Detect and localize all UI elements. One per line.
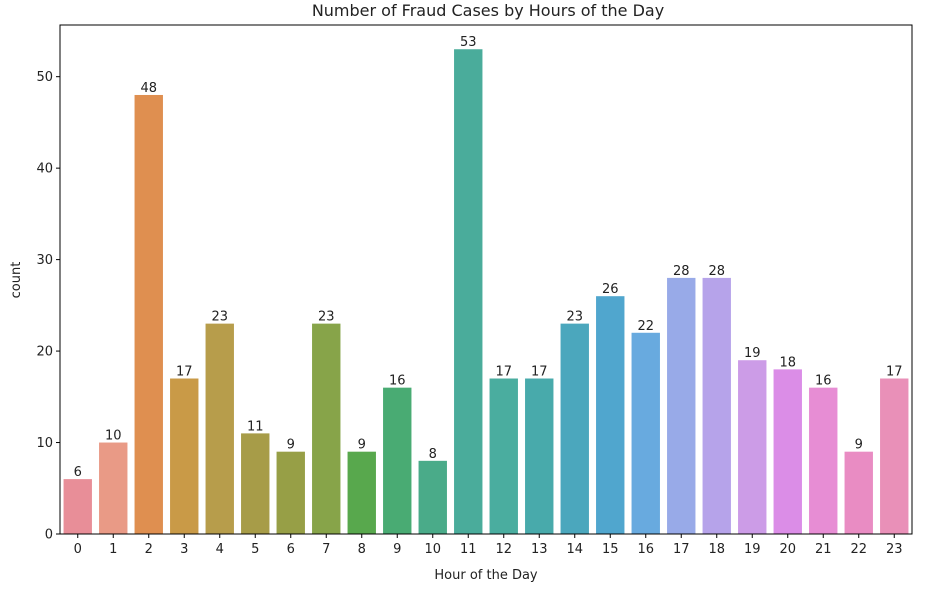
x-tick-label: 14: [566, 542, 583, 557]
bar-value-label: 48: [140, 81, 157, 96]
bar-hour-14: [560, 323, 589, 534]
y-tick-label: 50: [36, 70, 53, 85]
bar-hour-12: [489, 378, 518, 534]
bar-hour-7: [312, 323, 341, 534]
bar-value-label: 17: [531, 365, 548, 380]
bar-value-label: 53: [460, 35, 477, 50]
bar-hour-8: [347, 451, 376, 534]
bar-hour-13: [525, 378, 554, 534]
bar-value-label: 26: [602, 282, 619, 297]
bar-hour-16: [631, 332, 660, 534]
x-tick-label: 7: [322, 542, 330, 557]
x-tick-label: 4: [216, 542, 224, 557]
bar-hour-21: [809, 387, 838, 534]
chart-title: Number of Fraud Cases by Hours of the Da…: [312, 1, 664, 20]
y-tick-label: 30: [36, 253, 53, 268]
bar-hour-15: [596, 296, 625, 534]
bar-value-label: 28: [673, 264, 690, 279]
bar-value-label: 18: [779, 355, 796, 370]
bar-value-label: 9: [287, 438, 295, 453]
y-tick-label: 10: [36, 436, 53, 451]
bar-value-label: 22: [637, 319, 654, 334]
x-tick-label: 8: [358, 542, 366, 557]
bar-value-label: 8: [429, 447, 437, 462]
plot-frame: [59, 24, 913, 535]
x-tick-label: 22: [850, 542, 867, 557]
x-axis: 0 1 2 3 4 5 6 7 8 9 10 11 12 13 14 15 16 17 18 19 20 21 22 23: [74, 534, 903, 557]
x-tick-label: 11: [460, 542, 477, 557]
bar-hour-10: [418, 460, 447, 534]
x-tick-label: 17: [673, 542, 690, 557]
bar-value-label: 16: [389, 374, 406, 389]
bar-value-label: 23: [318, 310, 335, 325]
bar-hour-22: [844, 451, 873, 534]
x-tick-label: 19: [744, 542, 761, 557]
bar-labels-group: 6 10 48 17 23 11 9 23 9 16 8 53 17 17 23 26 22 28 28 19 18 16…: [74, 35, 903, 480]
bar-value-label: 9: [855, 438, 863, 453]
bar-value-label: 23: [566, 310, 583, 325]
x-tick-label: 21: [815, 542, 832, 557]
bar-value-label: 28: [708, 264, 725, 279]
y-tick-label: 0: [45, 528, 53, 543]
x-tick-label: 1: [109, 542, 117, 557]
bar-value-label: 17: [495, 365, 512, 380]
x-tick-label: 9: [393, 542, 401, 557]
bar-value-label: 17: [176, 365, 193, 380]
bar-hour-11: [454, 49, 483, 534]
x-tick-label: 15: [602, 542, 619, 557]
bar-hour-9: [383, 387, 412, 534]
bar-hour-17: [667, 277, 696, 534]
x-axis-label: Hour of the Day: [434, 568, 538, 583]
bar-hour-0: [63, 479, 92, 534]
x-tick-label: 16: [637, 542, 654, 557]
bar-hour-18: [702, 277, 731, 534]
bar-hour-1: [99, 442, 128, 534]
y-tick-label: 40: [36, 162, 53, 177]
x-tick-label: 18: [708, 542, 725, 557]
x-tick-label: 5: [251, 542, 259, 557]
bars-group: [63, 49, 909, 535]
bar-value-label: 17: [886, 365, 903, 380]
x-tick-label: 10: [424, 542, 441, 557]
bar-value-label: 11: [247, 419, 264, 434]
x-tick-label: 23: [886, 542, 903, 557]
y-axis-label: count: [9, 262, 24, 299]
bar-hour-2: [134, 94, 163, 535]
bar-value-label: 10: [105, 429, 122, 444]
y-axis: 0 10 20 30 40 50: [36, 70, 60, 543]
bar-value-label: 23: [211, 310, 228, 325]
bar-value-label: 6: [74, 465, 82, 480]
x-tick-label: 0: [74, 542, 82, 557]
bar-hour-20: [773, 369, 802, 534]
bar-value-label: 19: [744, 346, 761, 361]
x-tick-label: 12: [495, 542, 512, 557]
bar-hour-3: [170, 378, 199, 534]
bar-value-label: 9: [358, 438, 366, 453]
y-tick-label: 20: [36, 345, 53, 360]
bar-hour-23: [880, 378, 909, 534]
bar-hour-19: [738, 360, 767, 534]
x-tick-label: 2: [145, 542, 153, 557]
x-tick-label: 13: [531, 542, 548, 557]
bar-hour-6: [276, 451, 305, 534]
x-tick-label: 20: [779, 542, 796, 557]
bar-hour-4: [205, 323, 234, 534]
x-tick-label: 3: [180, 542, 188, 557]
bar-hour-5: [241, 433, 270, 534]
x-tick-label: 6: [287, 542, 295, 557]
bar-value-label: 16: [815, 374, 832, 389]
